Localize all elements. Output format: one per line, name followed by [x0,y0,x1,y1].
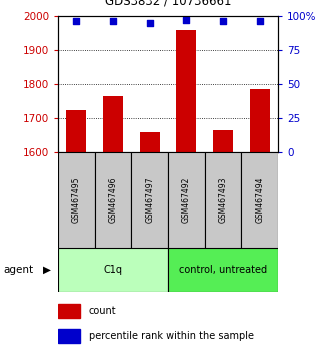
Text: GSM467497: GSM467497 [145,177,154,223]
Bar [168,248,278,292]
Bar [58,329,80,343]
Text: GDS3832 / 10736661: GDS3832 / 10736661 [105,0,231,7]
Point [147,20,152,25]
Bar [205,152,241,248]
Text: control, untreated: control, untreated [179,265,267,275]
Bar [250,89,270,354]
Bar [66,110,86,354]
Bar [131,152,168,248]
Text: C1q: C1q [104,265,122,275]
Bar [95,152,131,248]
Point [257,18,262,24]
Bar [241,152,278,248]
Point [73,18,79,24]
Bar [176,29,196,354]
Bar [140,132,160,354]
Text: percentile rank within the sample: percentile rank within the sample [89,331,254,341]
Point [110,18,116,24]
Bar [58,304,80,318]
Text: agent: agent [3,265,33,275]
Bar [168,152,205,248]
Text: ▶: ▶ [43,265,51,275]
Bar [58,152,95,248]
Text: GSM467494: GSM467494 [255,177,264,223]
Point [184,17,189,23]
Point [220,18,226,24]
Text: count: count [89,306,117,316]
Bar [58,248,168,292]
Text: GSM467493: GSM467493 [218,177,227,223]
Text: GSM467492: GSM467492 [182,177,191,223]
Bar [103,96,123,354]
Text: GSM467495: GSM467495 [72,177,81,223]
Text: GSM467496: GSM467496 [109,177,118,223]
Bar [213,130,233,354]
